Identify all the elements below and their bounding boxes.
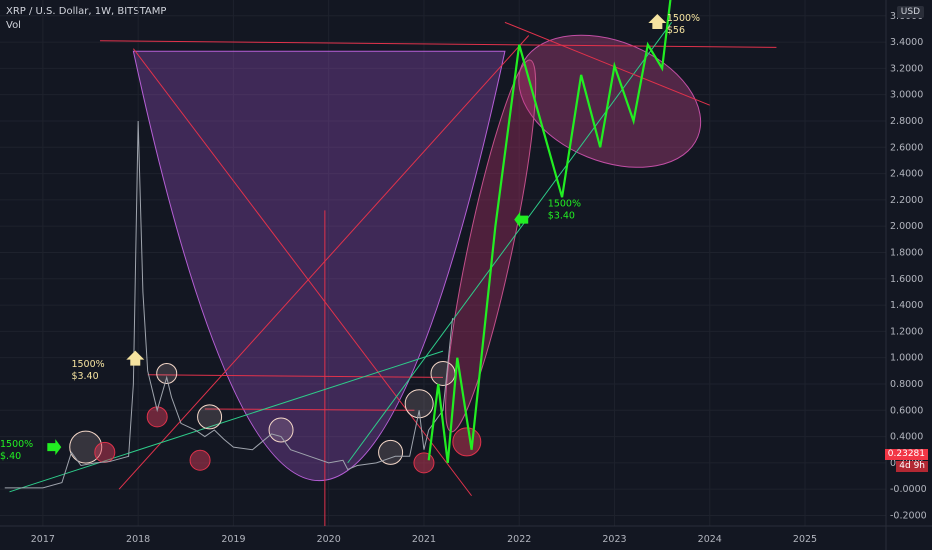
upper-resistance-line xyxy=(504,21,710,106)
y-tick-label: 1.4000 xyxy=(890,300,923,311)
y-tick-label: 2.8000 xyxy=(890,116,923,127)
marker-circle xyxy=(156,362,178,384)
chart-header-symbol: XRP / U.S. Dollar, 1W, BITSTAMP xyxy=(6,6,167,17)
marker-circle-red xyxy=(413,452,435,474)
marker-circle-red xyxy=(94,441,116,463)
x-tick-label: 2019 xyxy=(221,534,245,545)
y-tick-label: 0.4000 xyxy=(890,432,923,443)
annotation-label: $.40 xyxy=(0,451,21,462)
y-tick-label: 1.0000 xyxy=(890,353,923,364)
horizontal-line-060 xyxy=(204,408,415,411)
y-tick-label: 2.4000 xyxy=(890,169,923,180)
annotation-label: 1500% xyxy=(667,13,700,24)
diagonal-line-up xyxy=(118,35,530,490)
annotation-label: $3.40 xyxy=(71,371,98,382)
y-tick-label: 3.2000 xyxy=(890,63,923,74)
marker-circle xyxy=(378,439,404,465)
marker-circle-red xyxy=(452,427,482,457)
x-tick-label: 2022 xyxy=(507,534,531,545)
y-tick-label: -0.0000 xyxy=(890,484,927,495)
current-price-tag: 0.23281 xyxy=(884,449,928,460)
x-tick-label: 2024 xyxy=(698,534,722,545)
x-tick-label: 2020 xyxy=(317,534,341,545)
annotation-label: 1500% xyxy=(0,439,33,450)
annotation-label: 1500% xyxy=(71,359,104,370)
x-tick-label: 2023 xyxy=(602,534,626,545)
yellow-arrow-up-icon xyxy=(126,350,145,366)
diagonal-line-down xyxy=(132,48,472,497)
y-tick-label: 2.0000 xyxy=(890,221,923,232)
marker-circle xyxy=(69,430,103,464)
y-tick-label: 1.2000 xyxy=(890,326,923,337)
y-tick-label: 3.4000 xyxy=(890,37,923,48)
marker-circle xyxy=(197,404,223,430)
y-tick-label: 2.2000 xyxy=(890,195,923,206)
currency-button[interactable]: USD xyxy=(896,6,924,18)
annotation-label: $56 xyxy=(667,25,685,36)
marker-circle xyxy=(268,417,294,443)
x-tick-label: 2021 xyxy=(412,534,436,545)
marker-circle xyxy=(404,389,434,419)
marker-circle-red xyxy=(146,406,168,428)
support-trendline-steep xyxy=(347,22,673,464)
annotation-label: $3.40 xyxy=(548,210,575,221)
yellow-arrow-up-icon xyxy=(648,14,667,30)
y-tick-label: -0.2000 xyxy=(890,510,927,521)
y-tick-label: 3.0000 xyxy=(890,90,923,101)
y-tick-label: 0.8000 xyxy=(890,379,923,390)
horizontal-line-080 xyxy=(147,374,444,378)
y-tick-label: 1.6000 xyxy=(890,274,923,285)
y-tick-label: 1.8000 xyxy=(890,247,923,258)
x-tick-label: 2018 xyxy=(126,534,150,545)
green-arrow-left-icon xyxy=(514,211,529,228)
series-line-projection xyxy=(427,0,672,464)
volume-label: Vol xyxy=(6,20,21,31)
support-trendline-long xyxy=(9,350,444,493)
parabola-drawing xyxy=(132,50,506,482)
y-tick-label: 0.6000 xyxy=(890,405,923,416)
green-arrow-right-icon xyxy=(47,439,62,456)
marker-circle-red xyxy=(189,449,211,471)
x-tick-label: 2025 xyxy=(793,534,817,545)
countdown-tag: 4d 9h xyxy=(896,461,928,472)
y-tick-label: 2.6000 xyxy=(890,142,923,153)
annotation-label: 1500% xyxy=(548,198,581,209)
marker-circle xyxy=(430,360,456,386)
x-tick-label: 2017 xyxy=(31,534,55,545)
series-line-price xyxy=(4,120,454,489)
